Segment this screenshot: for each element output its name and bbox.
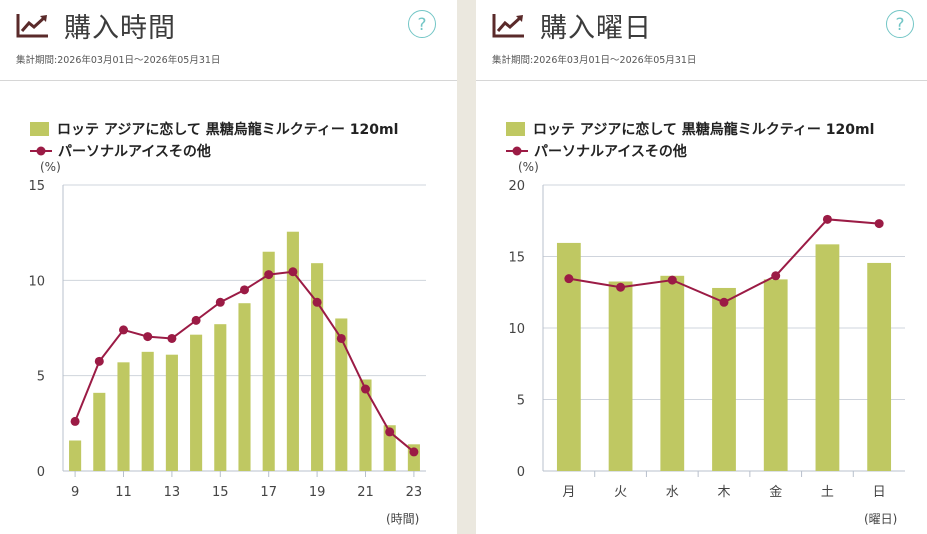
line-point: [167, 333, 177, 343]
x-tick-label: 火: [614, 485, 627, 500]
question-circle-icon[interactable]: ?: [886, 10, 914, 38]
y-axis-unit: (%): [518, 160, 539, 174]
x-axis-unit: (曜日): [864, 512, 898, 526]
x-tick-label: 土: [821, 485, 834, 500]
page-title: 購入曜日: [540, 13, 652, 44]
purchase-weekday-chart: 0 5 10 15 20 月 火 水 木 金 土 日: [508, 179, 905, 500]
line-point: [409, 447, 419, 457]
y-axis-unit: (%): [40, 160, 61, 174]
x-tick-label: 水: [666, 485, 679, 500]
purchase-time-chart: 0 5 10 15 9 11 13 15 17 19 21 23: [28, 179, 426, 500]
purchase-time-panel: 購入時間 集計期間:2026年03月01日～2026年05月31日 ? ロッテ …: [0, 0, 457, 534]
x-tick-label: 21: [357, 485, 374, 500]
bar: [141, 351, 154, 471]
y-tick-label: 0: [37, 465, 45, 480]
x-tick-label: 木: [717, 485, 730, 500]
bar: [165, 354, 178, 471]
legend-item-bar: ロッテ アジアに恋して 黒糖烏龍ミルクティー 120ml: [506, 118, 874, 140]
bar: [286, 231, 299, 471]
legend-line-label: パーソナルアイスその他: [58, 144, 211, 160]
bar: [117, 362, 130, 471]
legend-item-line: パーソナルアイスその他: [506, 140, 874, 162]
y-tick-label: 5: [517, 394, 525, 409]
x-tick-label: 日: [873, 485, 886, 500]
y-tick-label: 15: [508, 251, 525, 266]
line-point: [288, 267, 298, 277]
line-point: [719, 297, 729, 307]
y-tick-label: 5: [37, 370, 45, 385]
x-tick-label: 19: [309, 485, 326, 500]
bar: [359, 379, 372, 471]
legend-item-bar: ロッテ アジアに恋して 黒糖烏龍ミルクティー 120ml: [30, 118, 398, 140]
x-tick-label: 月: [562, 485, 575, 500]
legend-item-line: パーソナルアイスその他: [30, 140, 398, 162]
y-tick-label: 0: [517, 465, 525, 480]
line-point: [94, 356, 104, 366]
legend-line-label: パーソナルアイスその他: [534, 144, 687, 160]
question-circle-icon[interactable]: ?: [408, 10, 436, 38]
period-label: 集計期間:2026年03月01日～2026年05月31日: [16, 55, 221, 66]
y-tick-label: 10: [28, 274, 45, 289]
bar: [69, 440, 82, 471]
bar: [93, 392, 106, 471]
trend-chart-icon: [492, 14, 524, 38]
x-tick-label: 23: [406, 485, 423, 500]
bar: [660, 275, 685, 471]
y-tick-label: 15: [28, 179, 45, 194]
x-tick-label: 金: [769, 484, 782, 500]
bar: [335, 318, 348, 471]
x-tick-label: 11: [115, 485, 132, 500]
legend-line-swatch: [506, 146, 528, 156]
line-point: [361, 384, 370, 394]
bar: [190, 334, 203, 471]
bar: [214, 324, 227, 471]
bar: [763, 279, 788, 471]
panel-header: 購入時間 集計期間:2026年03月01日～2026年05月31日 ?: [0, 0, 457, 81]
line-point: [874, 219, 884, 229]
line-point: [667, 275, 677, 285]
bar: [556, 242, 581, 471]
bar: [383, 425, 396, 471]
legend-bar-swatch: [30, 122, 49, 136]
period-label: 集計期間:2026年03月01日～2026年05月31日: [492, 55, 697, 66]
x-axis-unit: (時間): [386, 512, 420, 526]
line-point: [119, 325, 128, 335]
line-point: [336, 333, 346, 343]
chart-legend: ロッテ アジアに恋して 黒糖烏龍ミルクティー 120ml パーソナルアイスその他: [506, 118, 874, 162]
chart-legend: ロッテ アジアに恋して 黒糖烏龍ミルクティー 120ml パーソナルアイスその他: [30, 118, 398, 162]
page-title: 購入時間: [64, 13, 176, 44]
line-point: [312, 297, 322, 307]
bar: [712, 287, 736, 471]
legend-bar-label: ロッテ アジアに恋して 黒糖烏龍ミルクティー 120ml: [533, 122, 875, 138]
line-point: [564, 274, 574, 284]
x-tick-label: 17: [260, 485, 277, 500]
y-tick-label: 10: [508, 322, 525, 337]
line-point: [240, 285, 249, 295]
line-point: [215, 297, 225, 307]
trend-chart-icon: [16, 14, 48, 38]
line-point: [264, 270, 274, 280]
legend-bar-label: ロッテ アジアに恋して 黒糖烏龍ミルクティー 120ml: [57, 122, 399, 138]
line-point: [616, 282, 626, 292]
bar: [608, 281, 633, 471]
x-tick-label: 9: [71, 485, 79, 500]
bar: [311, 263, 324, 471]
bar: [867, 262, 892, 471]
legend-line-swatch: [30, 146, 52, 156]
bar: [262, 251, 275, 471]
legend-bar-swatch: [506, 122, 525, 136]
x-tick-label: 13: [164, 485, 181, 500]
line-point: [143, 332, 153, 342]
panel-header: 購入曜日 集計期間:2026年03月01日～2026年05月31日 ?: [476, 0, 927, 81]
y-tick-label: 20: [508, 179, 525, 194]
bar: [815, 244, 840, 471]
bar: [238, 303, 251, 471]
line-point: [771, 271, 781, 281]
line-point: [70, 416, 80, 426]
purchase-weekday-panel: 購入曜日 集計期間:2026年03月01日～2026年05月31日 ? ロッテ …: [476, 0, 927, 534]
line-point: [822, 214, 832, 224]
line-point: [191, 315, 201, 325]
x-tick-label: 15: [212, 485, 229, 500]
line-point: [385, 427, 395, 437]
